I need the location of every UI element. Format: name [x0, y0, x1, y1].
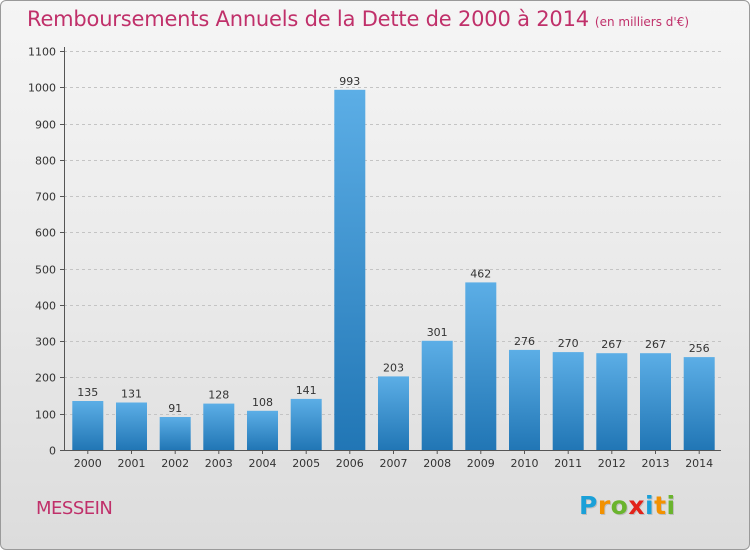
logo-letter: x: [628, 491, 645, 520]
x-tick-label: 2010: [511, 457, 539, 470]
bar-value-label: 270: [558, 337, 579, 350]
bar-value-label: 993: [339, 75, 360, 88]
y-tick-label: 0: [49, 445, 56, 458]
logo-letter: t: [654, 491, 667, 520]
y-tick-label: 400: [35, 300, 56, 313]
commune-name: MESSEIN: [36, 498, 113, 519]
proxiti-logo: Proxiti: [579, 491, 676, 520]
logo-letter: P: [579, 491, 598, 520]
bar: [421, 340, 453, 450]
x-tick-label: 2014: [685, 457, 713, 470]
bar-value-label: 128: [208, 389, 229, 402]
x-tick-label: 2007: [380, 457, 408, 470]
bar: [116, 402, 147, 450]
axis-layer: 0 100 200 300 400 500 600 700 800 900 1000 1100 2000…: [28, 46, 721, 470]
y-tick-label: 1100: [28, 46, 56, 59]
bar: [596, 353, 628, 450]
bar-value-label: 276: [514, 335, 535, 348]
y-tick-label: 700: [35, 191, 56, 204]
y-tick-label: 500: [35, 264, 56, 277]
bar: [509, 349, 540, 450]
y-tick-label: 200: [35, 372, 56, 385]
x-tick-label: 2001: [118, 457, 146, 470]
x-tick-label: 2006: [336, 457, 364, 470]
bar: [159, 417, 191, 450]
bar-value-label: 141: [296, 384, 317, 397]
x-tick-label: 2011: [554, 457, 582, 470]
logo-letter: r: [597, 491, 611, 520]
y-tick-label: 100: [35, 409, 56, 422]
bar-value-label: 108: [252, 396, 273, 409]
x-tick-label: 2002: [161, 457, 189, 470]
bar-value-label: 462: [470, 267, 491, 280]
bar-value-label: 301: [427, 326, 448, 339]
x-tick-label: 2005: [292, 457, 320, 470]
bar-value-label: 203: [383, 361, 404, 374]
bar-value-label: 256: [689, 342, 710, 355]
x-tick-label: 2003: [205, 457, 233, 470]
bar-value-label: 135: [77, 386, 98, 399]
y-tick-label: 1000: [28, 82, 56, 95]
bar-value-label: 267: [601, 338, 622, 351]
y-tick-label: 900: [35, 119, 56, 132]
chart-title: Remboursements Annuels de la Dette de 20…: [27, 7, 689, 31]
bar-value-label: 91: [168, 402, 182, 415]
bar: [683, 357, 715, 450]
chart-subtitle: (en milliers d'€): [594, 15, 690, 29]
x-tick-label: 2004: [249, 457, 277, 470]
x-tick-label: 2013: [642, 457, 670, 470]
y-tick-label: 600: [35, 227, 56, 240]
bar: [290, 398, 322, 450]
bar: [378, 376, 409, 450]
bar: [334, 89, 366, 451]
chart-title-text: Remboursements Annuels de la Dette de 20…: [27, 7, 589, 31]
y-tick-label: 300: [35, 336, 56, 349]
logo-letter: i: [645, 491, 655, 520]
bar-layer: 135 131 91 128 108 141 993 203 301 462 276 270 267 26…: [72, 75, 715, 451]
logo-letter: i: [666, 491, 676, 520]
bar: [203, 403, 235, 450]
logo-letter: o: [610, 491, 629, 520]
bar: [465, 282, 497, 450]
bar-value-label: 131: [121, 388, 142, 401]
bar: [552, 352, 584, 450]
x-tick-label: 2009: [467, 457, 495, 470]
x-tick-label: 2000: [74, 457, 102, 470]
x-tick-label: 2012: [598, 457, 626, 470]
bar: [72, 401, 104, 450]
y-tick-label: 800: [35, 155, 56, 168]
x-tick-label: 2008: [423, 457, 451, 470]
bar-value-label: 267: [645, 338, 666, 351]
bar: [640, 353, 671, 450]
bar: [247, 410, 278, 450]
